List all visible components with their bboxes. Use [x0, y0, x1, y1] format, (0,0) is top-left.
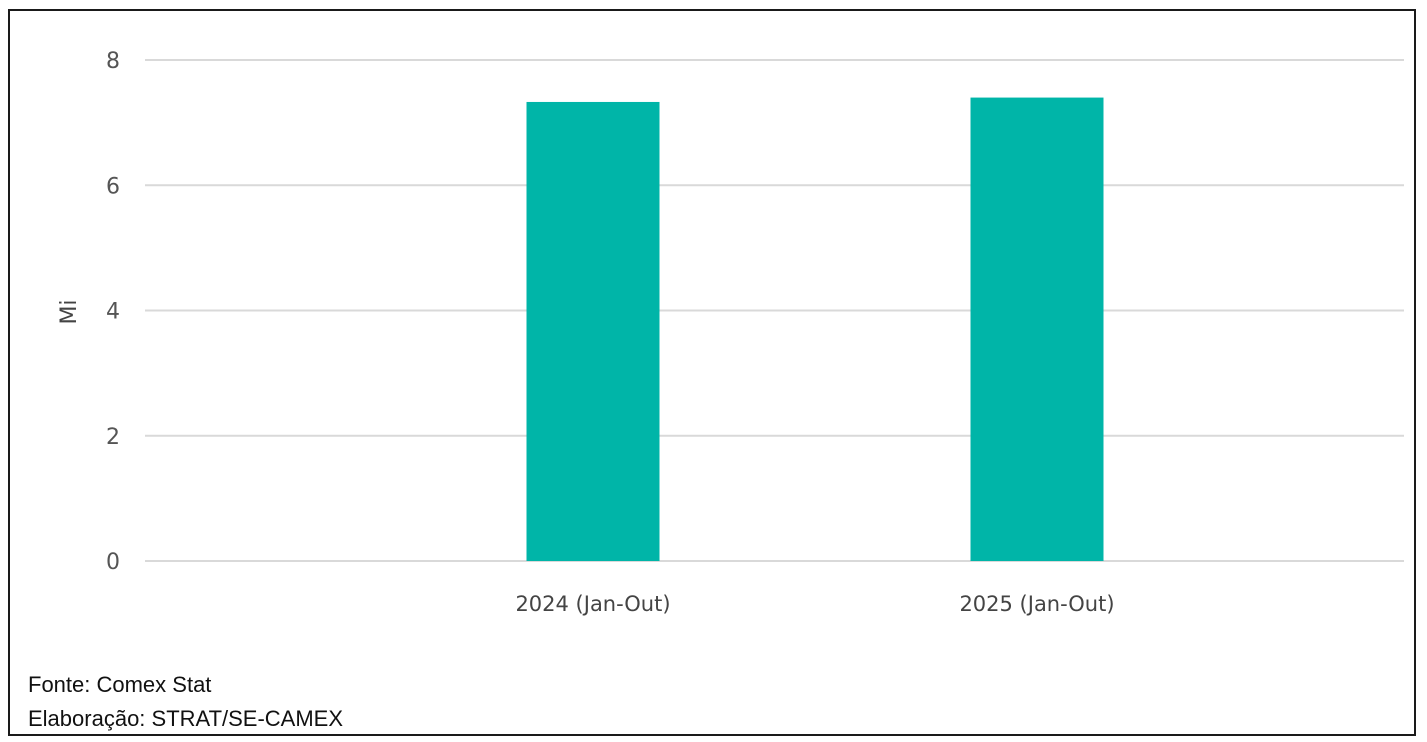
bars	[526, 97, 1104, 562]
y-tick-label: 4	[106, 300, 120, 325]
x-category-label: 2024 (Jan-Out)	[515, 592, 670, 616]
bar-2	[970, 97, 1104, 561]
y-axis-title: Mi	[57, 299, 82, 324]
y-axis-ticks: 0 2 4 6 8	[106, 49, 120, 575]
y-tick-label: 8	[106, 49, 120, 74]
y-tick-label: 2	[106, 425, 120, 450]
bar-1	[526, 101, 660, 562]
source-note: Fonte: Comex Stat	[28, 672, 212, 697]
y-tick-label: 0	[106, 550, 120, 575]
y-tick-label: 6	[106, 174, 120, 199]
x-category-label: 2025 (Jan-Out)	[959, 592, 1114, 616]
elaboration-note: Elaboração: STRAT/SE-CAMEX	[28, 706, 344, 731]
x-axis-labels: 2024 (Jan-Out) 2025 (Jan-Out)	[515, 592, 1114, 616]
chart-frame	[8, 9, 1416, 736]
grid-lines	[145, 59, 1404, 562]
